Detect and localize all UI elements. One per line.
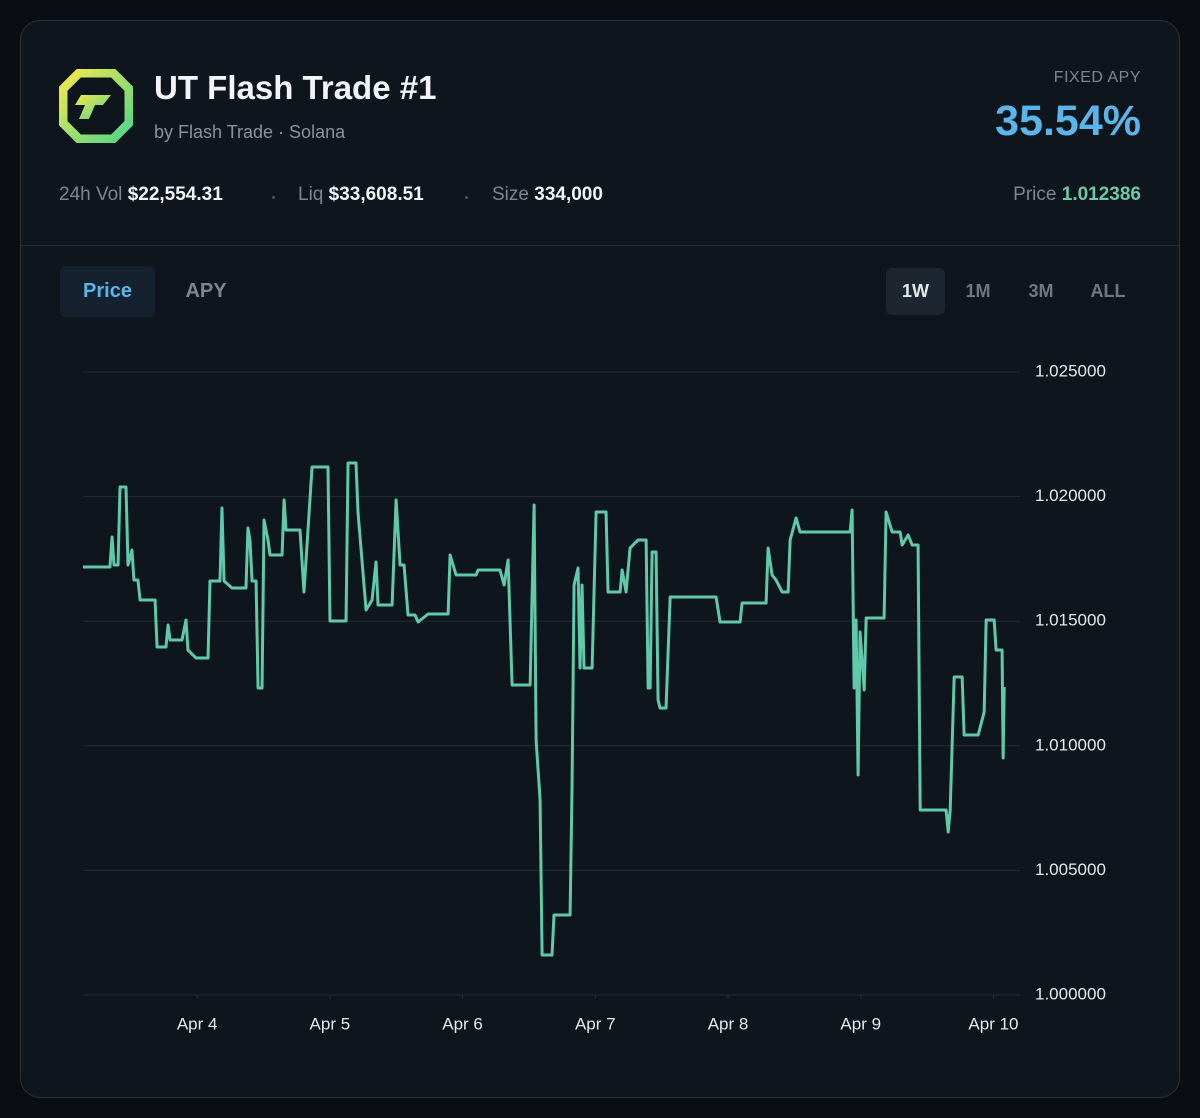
price-line [83, 461, 1006, 957]
logo [59, 69, 133, 143]
apy-label: FIXED APY [1053, 69, 1141, 86]
stat-value: $22,554.31 [127, 184, 223, 205]
x-tick-label: Apr 4 [177, 1014, 218, 1033]
stat-value: $33,608.51 [328, 184, 424, 205]
range-button[interactable]: 3M [1028, 281, 1054, 301]
stat: Liq $33,608.51 [298, 184, 424, 206]
x-tick-label: Apr 8 [708, 1014, 749, 1033]
card: UT Flash Trade #1 by Flash Trade · Solan… [20, 20, 1180, 1098]
x-tick-label: Apr 9 [840, 1014, 881, 1033]
x-tick-label: Apr 10 [968, 1014, 1018, 1033]
y-tick-label: 1.020000 [1035, 486, 1106, 505]
stat-label: Liq [298, 184, 324, 205]
stat-label: Size [492, 184, 529, 205]
x-tick-label: Apr 5 [310, 1014, 351, 1033]
range-button[interactable]: ALL [1090, 281, 1126, 301]
tab[interactable]: APY [185, 280, 227, 302]
range-button[interactable]: 1W [886, 268, 945, 315]
price-label: Price [1013, 184, 1057, 205]
stat-label: 24h Vol [59, 184, 123, 205]
title: UT Flash Trade #1 [154, 69, 437, 106]
y-tick-label: 1.025000 [1035, 361, 1106, 380]
divider [21, 245, 1179, 246]
y-tick-label: 1.015000 [1035, 611, 1106, 630]
price: Price 1.012386 [1013, 184, 1141, 206]
y-tick-label: 1.010000 [1035, 735, 1106, 754]
y-tick-label: 1.005000 [1035, 860, 1106, 879]
tab[interactable]: Price [60, 266, 155, 317]
apy-value: 35.54% [995, 97, 1141, 145]
price-value: 1.012386 [1061, 184, 1141, 205]
separator [272, 196, 275, 199]
x-tick-label: Apr 6 [442, 1014, 483, 1033]
stat: Size 334,000 [492, 184, 603, 206]
stat: 24h Vol $22,554.31 [59, 184, 223, 206]
subtitle: by Flash Trade · Solana [154, 122, 346, 142]
stat-value: 334,000 [534, 184, 603, 205]
x-tick-label: Apr 7 [575, 1014, 616, 1033]
y-tick-label: 1.000000 [1035, 984, 1106, 1003]
separator [465, 196, 468, 199]
range-button[interactable]: 1M [965, 281, 991, 301]
